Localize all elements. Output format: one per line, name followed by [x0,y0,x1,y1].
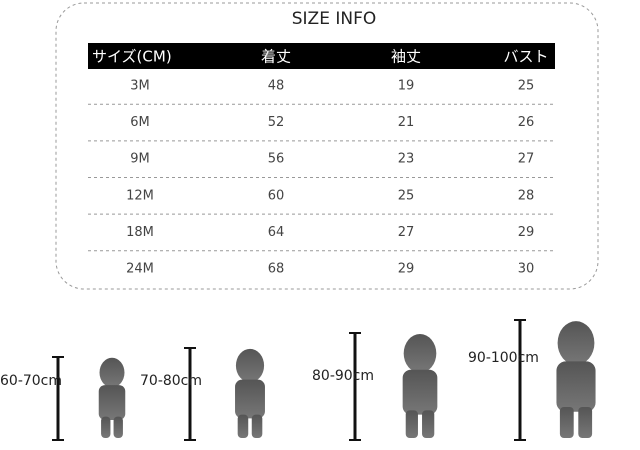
height-label: 90-100cm [468,350,539,366]
body [556,361,596,412]
table-cell: 21 [398,115,415,130]
table-cell: 56 [268,152,285,167]
table-cell: 29 [398,262,415,277]
header-cell: サイズ(CM) [92,48,172,66]
leg [101,416,111,438]
table-cell: 25 [518,79,535,94]
table-cell: 26 [518,115,535,130]
leg [251,414,263,438]
header-bar [88,43,555,69]
head [99,357,125,388]
table-cell: 30 [518,262,535,277]
head [557,321,595,365]
body [235,379,265,419]
table-cell: 3M [130,79,150,94]
table-cell: 28 [518,188,535,203]
child-silhouette [98,357,126,438]
header-cell: バスト [503,48,548,66]
table-cell: 23 [398,152,415,167]
size-table: サイズ(CM) 着丈 袖丈 バスト 3M 48 19 25 6M 52 21 26 9M 56 23 27 12… [88,48,555,277]
table-cell: 12M [126,188,154,203]
table-cell: 19 [398,79,415,94]
leg [113,416,123,438]
leg [578,407,593,438]
body [402,369,438,415]
table-cell: 29 [518,225,535,240]
height-label: 60-70cm [0,373,62,389]
child-silhouette [402,334,438,438]
head [403,334,437,373]
table-cell: 48 [268,79,285,94]
title: SIZE INFO [292,9,377,29]
table-cell: 27 [398,225,415,240]
body [98,385,126,420]
table-cell: 27 [518,152,535,167]
table-cell: 18M [126,225,154,240]
leg [559,407,574,438]
table-cell: 25 [398,188,415,203]
table-cell: 60 [268,188,285,203]
table-cell: 6M [130,115,150,130]
head [235,348,265,383]
child-silhouette [556,321,596,438]
header-cell: 袖丈 [391,48,421,66]
leg [405,410,418,438]
header-cell: 着丈 [261,48,291,66]
table-cell: 64 [268,225,285,240]
table-cell: 9M [130,152,150,167]
table-cell: 68 [268,262,285,277]
table-cell: 52 [268,115,285,130]
child-silhouette [235,348,265,438]
table-cell: 24M [126,262,154,277]
table-frame [55,2,599,290]
leg [422,410,435,438]
height-label: 80-90cm [312,368,374,384]
leg [237,414,249,438]
height-figures: 60-70cm 70-80cm 80-90cm 90-100cm [0,319,596,441]
height-label: 70-80cm [140,373,202,389]
